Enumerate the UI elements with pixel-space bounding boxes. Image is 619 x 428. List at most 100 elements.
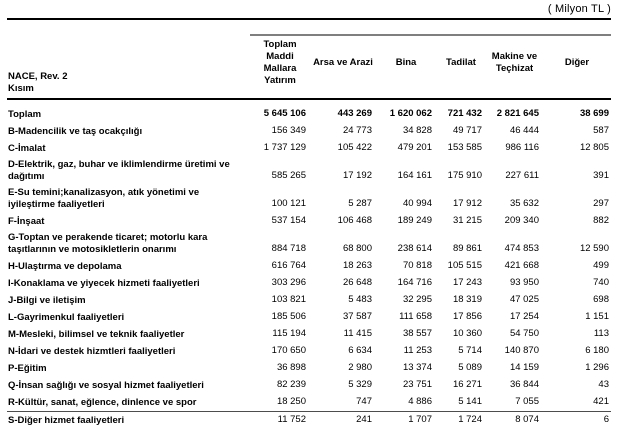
cell-value: 6 180 <box>585 345 609 356</box>
cell-value: 721 432 <box>447 108 482 119</box>
cell-value: 5 483 <box>348 294 372 305</box>
cell-value: 24 773 <box>342 125 372 136</box>
cell-value: 6 634 <box>348 345 372 356</box>
cell-value: 12 590 <box>579 243 609 254</box>
statistics-table: NACE, Rev. 2 Kısım Toplam Maddi Mallara … <box>7 18 611 428</box>
cell-value: 1 724 <box>436 410 486 428</box>
nace-investment-table: NACE, Rev. 2 Kısım Toplam Maddi Mallara … <box>7 20 611 428</box>
cell-value: 479 201 <box>397 142 432 153</box>
table-row: Q-İnsan sağlığı ve sosyal hizmet faaliye… <box>7 377 611 394</box>
table-row: R-Kültür, sanat, eğlence, dinlence ve sp… <box>7 394 611 412</box>
row-label: F-İnşaat <box>8 215 45 227</box>
cell-value: 11 752 <box>250 410 310 428</box>
cell-value: 111 658 <box>399 311 432 322</box>
cell-value: 14 159 <box>509 362 539 373</box>
cell-value: 31 215 <box>452 215 482 226</box>
cell-value: 40 994 <box>402 198 432 209</box>
cell-value: 43 <box>598 379 609 390</box>
cell-value: 93 950 <box>509 277 539 288</box>
row-header-line1: NACE, Rev. 2 <box>8 71 68 82</box>
cell-value: 170 650 <box>271 345 306 356</box>
cell-value: 32 295 <box>402 294 432 305</box>
table-row: S-Diğer hizmet faaliyetleri 11 752 241 1 70… <box>7 410 611 428</box>
cell-value: 68 800 <box>342 243 372 254</box>
unit-note: ( Milyon TL ) <box>547 3 611 15</box>
cell-value: 82 239 <box>276 379 306 390</box>
cell-value: 11 415 <box>343 328 372 339</box>
cell-value: 17 856 <box>452 311 482 322</box>
cell-value: 1 151 <box>585 311 609 322</box>
cell-value: 54 750 <box>509 328 539 339</box>
col-header-diger: Diğer <box>543 20 611 100</box>
header-spanner-line <box>250 34 611 36</box>
table-row: L-Gayrimenkul faaliyetleri 185 506 37 587 1… <box>7 309 611 326</box>
row-label: Q-İnsan sağlığı ve sosyal hizmet faaliye… <box>8 379 204 391</box>
cell-value: 38 557 <box>402 328 432 339</box>
table-row: H-Ulaştırma ve depolama 616 764 18 263 70 8… <box>7 258 611 275</box>
cell-value: 89 861 <box>452 243 482 254</box>
cell-value: 17 254 <box>509 311 539 322</box>
cell-value: 587 <box>593 125 609 136</box>
cell-value: 5 089 <box>458 362 482 373</box>
row-label: M-Mesleki, bilimsel ve teknik faaliyetle… <box>8 328 185 340</box>
cell-value: 115 194 <box>272 328 306 339</box>
cell-value: 105 422 <box>337 142 372 153</box>
table-row: E-Su temini;kanalizasyon, atık yönetimi … <box>7 185 611 213</box>
cell-value: 46 444 <box>509 125 539 136</box>
cell-value: 16 271 <box>452 379 482 390</box>
table-body: Toplam 5 645 106 443 269 1 620 062 721 432 2 … <box>7 99 611 428</box>
cell-value: 1 707 <box>376 410 436 428</box>
cell-value: 1 296 <box>585 362 609 373</box>
cell-value: 156 349 <box>271 125 306 136</box>
row-label: Toplam <box>8 108 42 120</box>
cell-value: 391 <box>593 170 609 181</box>
cell-value: 34 828 <box>402 125 432 136</box>
cell-value: 13 374 <box>402 362 432 373</box>
cell-value: 11 253 <box>403 345 432 356</box>
cell-value: 189 249 <box>397 215 432 226</box>
cell-value: 17 243 <box>452 277 482 288</box>
cell-value: 100 121 <box>271 198 306 209</box>
cell-value: 7 055 <box>515 396 539 407</box>
col-header-toplam-maddi-mallara-yatirim: Toplam Maddi Mallara Yatırım <box>250 20 310 100</box>
cell-value: 106 468 <box>337 215 372 226</box>
table-row: C-İmalat 1 737 129 105 422 479 201 153 585 98… <box>7 140 611 157</box>
cell-value: 8 074 <box>486 410 543 428</box>
row-label: R-Kültür, sanat, eğlence, dinlence ve sp… <box>8 396 197 408</box>
table-row: G-Toptan ve perakende ticaret; motorlu k… <box>7 230 611 258</box>
cell-value: 49 717 <box>452 125 482 136</box>
cell-value: 5 329 <box>348 379 372 390</box>
cell-value: 105 515 <box>447 260 482 271</box>
cell-value: 17 192 <box>342 170 372 181</box>
table-row: M-Mesleki, bilimsel ve teknik faaliyetle… <box>7 326 611 343</box>
cell-value: 421 <box>593 396 609 407</box>
cell-value: 5 141 <box>458 396 482 407</box>
row-label: C-İmalat <box>8 142 46 154</box>
table-row: N-İdari ve destek hizmtleri faaliyetleri… <box>7 343 611 360</box>
table-row: B-Madencilik ve taş ocakçılığı 156 349 24 … <box>7 123 611 140</box>
cell-value: 421 668 <box>504 260 539 271</box>
cell-value: 26 648 <box>342 277 372 288</box>
cell-value: 537 154 <box>271 215 306 226</box>
cell-value: 38 699 <box>579 108 609 119</box>
row-label: E-Su temini;kanalizasyon, atık yönetimi … <box>8 187 200 210</box>
cell-value: 884 718 <box>271 243 306 254</box>
cell-value: 474 853 <box>504 243 539 254</box>
cell-value: 17 912 <box>452 198 482 209</box>
row-label: N-İdari ve destek hizmtleri faaliyetleri <box>8 345 176 357</box>
row-label: G-Toptan ve perakende ticaret; motorlu k… <box>8 232 208 255</box>
cell-value: 10 360 <box>452 328 482 339</box>
cell-value: 2 821 645 <box>496 108 539 119</box>
table-row: I-Konaklama ve yiyecek hizmeti faaliyetl… <box>7 275 611 292</box>
cell-value: 36 844 <box>509 379 539 390</box>
cell-value: 37 587 <box>342 311 372 322</box>
cell-value: 36 898 <box>276 362 306 373</box>
cell-value: 164 716 <box>397 277 432 288</box>
row-label: H-Ulaştırma ve depolama <box>8 260 122 272</box>
cell-value: 585 265 <box>271 170 306 181</box>
cell-value: 185 506 <box>271 311 306 322</box>
col-header-bina: Bina <box>376 20 436 100</box>
row-label: I-Konaklama ve yiyecek hizmeti faaliyetl… <box>8 277 200 289</box>
cell-value: 47 025 <box>509 294 539 305</box>
